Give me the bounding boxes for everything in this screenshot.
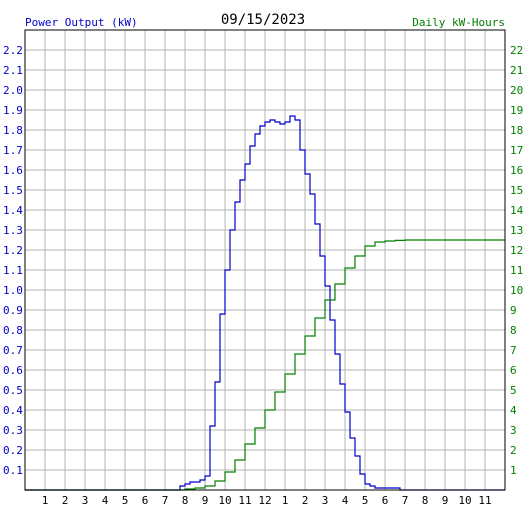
- x-tick-label: 2: [302, 494, 309, 507]
- x-tick-label: 4: [342, 494, 349, 507]
- right-tick-label: 7: [510, 344, 517, 357]
- left-tick-label: 0.4: [3, 404, 23, 417]
- right-tick-label: 13: [510, 224, 523, 237]
- x-tick-label: 7: [162, 494, 169, 507]
- right-tick-label: 18: [510, 124, 523, 137]
- x-tick-label: 8: [182, 494, 189, 507]
- x-tick-label: 9: [202, 494, 209, 507]
- x-tick-label: 11: [238, 494, 251, 507]
- left-tick-label: 1.9: [3, 104, 23, 117]
- left-tick-label: 1.6: [3, 164, 23, 177]
- right-tick-label: 11: [510, 264, 523, 277]
- x-tick-label: 12: [258, 494, 271, 507]
- daily-energy-series-line: [25, 239, 505, 491]
- x-tick-label: 6: [142, 494, 149, 507]
- left-tick-label: 0.9: [3, 304, 23, 317]
- right-tick-label: 15: [510, 184, 523, 197]
- left-tick-label: 0.5: [3, 384, 23, 397]
- axes: [24, 29, 506, 491]
- series-layer: [25, 115, 505, 491]
- x-tick-label: 7: [402, 494, 409, 507]
- grid-lines: [25, 30, 505, 490]
- right-tick-label: 21: [510, 64, 523, 77]
- x-tick-label: 1: [282, 494, 289, 507]
- left-tick-label: 1.3: [3, 224, 23, 237]
- right-tick-label: 2: [510, 444, 517, 457]
- left-tick-label: 0.6: [3, 364, 23, 377]
- right-tick-label: 20: [510, 84, 523, 97]
- right-tick-label: 3: [510, 424, 517, 437]
- left-tick-label: 2.2: [3, 44, 23, 57]
- plot-border: [24, 29, 506, 491]
- x-tick-label: 5: [122, 494, 129, 507]
- left-axis-label: Power Output (kW): [25, 16, 138, 29]
- left-tick-label: 0.1: [3, 464, 23, 477]
- chart-title: 09/15/2023: [221, 12, 305, 28]
- right-tick-label: 8: [510, 324, 517, 337]
- right-tick-label: 17: [510, 144, 523, 157]
- x-tick-label: 4: [102, 494, 109, 507]
- left-tick-label: 1.2: [3, 244, 23, 257]
- left-tick-label: 2.1: [3, 64, 23, 77]
- x-tick-label: 8: [422, 494, 429, 507]
- x-tick-label: 3: [82, 494, 89, 507]
- left-tick-label: 2.0: [3, 84, 23, 97]
- left-tick-label: 1.0: [3, 284, 23, 297]
- right-tick-label: 14: [510, 204, 524, 217]
- right-tick-label: 16: [510, 164, 523, 177]
- left-tick-label: 1.8: [3, 124, 23, 137]
- left-tick-label: 0.7: [3, 344, 23, 357]
- x-tick-label: 5: [362, 494, 369, 507]
- right-axis-label: Daily kW-Hours: [412, 16, 505, 29]
- x-tick-label: 1: [42, 494, 49, 507]
- x-tick-label: 10: [458, 494, 471, 507]
- right-tick-label: 22: [510, 44, 523, 57]
- left-tick-label: 0.3: [3, 424, 23, 437]
- right-tick-label: 1: [510, 464, 517, 477]
- power-output-series-line: [25, 115, 505, 491]
- x-tick-label: 9: [442, 494, 449, 507]
- right-tick-label: 10: [510, 284, 523, 297]
- x-tick-label: 11: [478, 494, 491, 507]
- x-tick-label: 2: [62, 494, 69, 507]
- x-tick-label: 3: [322, 494, 329, 507]
- right-tick-label: 12: [510, 244, 523, 257]
- left-tick-label: 1.5: [3, 184, 23, 197]
- left-tick-label: 0.8: [3, 324, 23, 337]
- left-tick-label: 0.2: [3, 444, 23, 457]
- left-tick-label: 1.4: [3, 204, 23, 217]
- x-tick-label: 6: [382, 494, 389, 507]
- tick-labels: 1 2 3 4 5 6 7 8 9 10 11 12 1 2 3 4 5 6 7 8 9 10 110.10.20.30.4…: [3, 44, 524, 507]
- right-tick-label: 19: [510, 104, 523, 117]
- right-tick-label: 5: [510, 384, 517, 397]
- right-tick-label: 9: [510, 304, 517, 317]
- right-tick-label: 4: [510, 404, 517, 417]
- x-tick-label: 10: [218, 494, 231, 507]
- left-tick-label: 1.7: [3, 144, 23, 157]
- left-tick-label: 1.1: [3, 264, 23, 277]
- right-tick-label: 6: [510, 364, 517, 377]
